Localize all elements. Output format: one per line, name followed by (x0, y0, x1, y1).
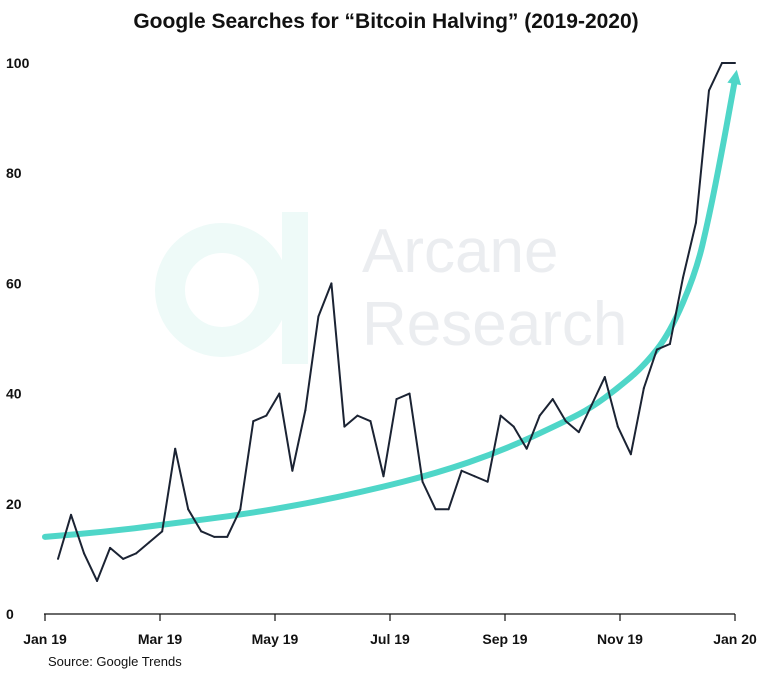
data-point (590, 403, 593, 406)
data-point (96, 579, 99, 582)
data-point (278, 392, 281, 395)
data-point (720, 62, 723, 64)
data-point (291, 469, 294, 472)
data-point (213, 535, 216, 538)
data-point (499, 414, 502, 417)
data-point (343, 425, 346, 428)
data-point (252, 420, 255, 423)
data-point (161, 530, 164, 533)
x-tick-label-sep-19: Sep 19 (482, 631, 527, 647)
data-point (707, 89, 710, 92)
x-tick-label-jan-19: Jan 19 (23, 631, 67, 647)
data-point (642, 387, 645, 390)
data-point (668, 343, 671, 346)
data-point (564, 420, 567, 423)
data-point (681, 276, 684, 279)
y-tick-label-0: 0 (6, 606, 14, 622)
y-tick-label-60: 60 (6, 275, 22, 291)
y-tick-label-80: 80 (6, 165, 22, 181)
data-point (187, 508, 190, 511)
data-point (512, 425, 515, 428)
data-point (122, 557, 125, 560)
data-point (382, 475, 385, 478)
watermark: Arcane Research (155, 212, 627, 364)
data-point (734, 62, 736, 64)
y-tick-label-40: 40 (6, 386, 22, 402)
data-point (135, 552, 138, 555)
data-point (655, 348, 658, 351)
watermark-text-line2: Research (362, 290, 627, 359)
data-point (148, 541, 151, 544)
data-point (369, 420, 372, 423)
data-point (174, 447, 177, 450)
data-point (70, 513, 73, 516)
y-axis-ticks: 0 20 40 60 80 100 (6, 55, 30, 622)
y-tick-label-100: 100 (6, 55, 30, 71)
x-tick-label-may-19: May 19 (252, 631, 299, 647)
data-point (629, 453, 632, 456)
data-point (83, 552, 86, 555)
x-tick-label-jan-20: Jan 20 (713, 631, 757, 647)
data-point (109, 546, 112, 549)
data-point (317, 315, 320, 318)
source-note: Source: Google Trends (48, 654, 182, 669)
data-point (408, 392, 411, 395)
data-point (434, 508, 437, 511)
data-point (421, 480, 424, 483)
data-point (694, 221, 697, 224)
watermark-text-line1: Arcane (362, 217, 558, 286)
data-point (304, 409, 307, 412)
data-point (551, 398, 554, 401)
x-axis-ticks: Jan 19 Mar 19 May 19 Jul 19 Sep 19 Nov 19 Jan … (23, 614, 757, 647)
data-point (603, 376, 606, 379)
data-point (57, 557, 60, 560)
x-tick-label-jul-19: Jul 19 (370, 631, 410, 647)
data-point (473, 475, 476, 478)
series-layer (42, 62, 742, 582)
data-point (226, 535, 229, 538)
data-point (616, 425, 619, 428)
watermark-logo-ring (155, 223, 289, 357)
data-point (525, 447, 528, 450)
data-point (460, 469, 463, 472)
watermark-logo-bar (282, 212, 308, 364)
data-point (577, 431, 580, 434)
data-point (239, 508, 242, 511)
data-point (330, 282, 333, 285)
data-point (265, 414, 268, 417)
x-tick-label-nov-19: Nov 19 (597, 631, 643, 647)
data-point (356, 414, 359, 417)
x-tick-label-mar-19: Mar 19 (138, 631, 183, 647)
data-point (447, 508, 450, 511)
data-point (200, 530, 203, 533)
trend-arrow-head (727, 69, 742, 86)
y-tick-label-20: 20 (6, 496, 22, 512)
chart-title: Google Searches for “Bitcoin Halving” (2… (133, 10, 639, 33)
data-point (538, 414, 541, 417)
data-point (395, 398, 398, 401)
data-point (486, 480, 489, 483)
